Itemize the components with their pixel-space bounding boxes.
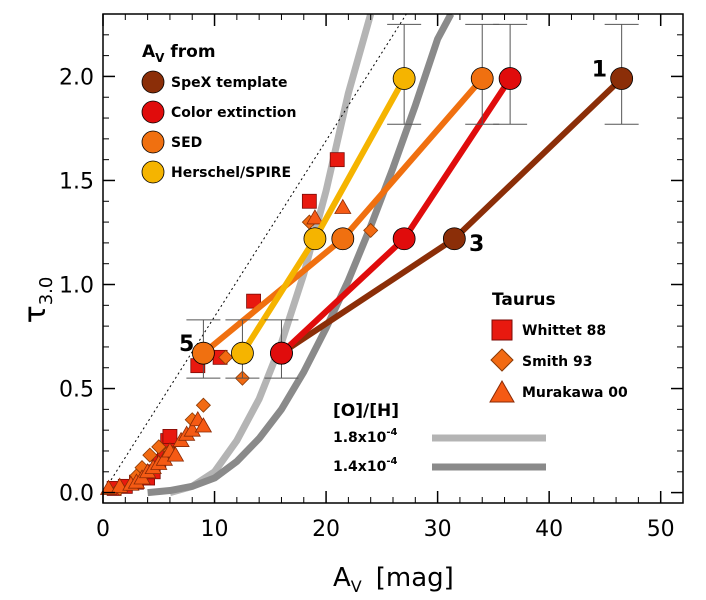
legend-av-marker-spex [141, 70, 165, 94]
legend-av-title: AV from [142, 42, 216, 65]
series-point [231, 341, 254, 365]
y-tick-label: 0.5 [59, 378, 94, 403]
smith-point [195, 397, 211, 413]
axis-ticks: 0 10 20 30 40 50 0.0 0.5 1.0 1.5 2.0 [59, 14, 684, 542]
series-point [610, 67, 634, 90]
whittet-point [162, 429, 178, 444]
y-tick-label: 0.0 [59, 482, 94, 507]
y-tick-label: 1.0 [59, 274, 94, 299]
smith-point [363, 222, 379, 238]
legend-taurus-title: Taurus [492, 290, 556, 310]
murakawa-point [194, 417, 213, 433]
legend-av-marker-color [141, 100, 165, 124]
series-point [270, 341, 293, 365]
annotation-3: 3 [469, 232, 484, 257]
series-point [392, 227, 416, 251]
legend-taurus-marker-smith [490, 348, 514, 372]
legend-taurus-label-whittet: Whittet 88 [522, 323, 606, 339]
legend-taurus-label-murakawa: Murakawa 00 [522, 385, 628, 401]
series-point [392, 67, 416, 90]
series-point [331, 227, 355, 251]
x-tick-label: 10 [201, 517, 229, 542]
series-points [191, 67, 634, 365]
series-point [303, 227, 327, 251]
x-tick-label: 20 [312, 517, 340, 542]
legend-av-marker-herschel [141, 160, 165, 184]
legend-av-label-herschel: Herschel/SPIRE [171, 165, 291, 181]
y-axis-title-sub: 3.0 [36, 277, 57, 306]
murakawa-point [306, 209, 324, 225]
x-axis-title-main: A [333, 563, 351, 593]
legend-oh: [O]/[H] 1.8x10-4 1.4x10-4 [333, 401, 546, 475]
legend-oh-label-14: 1.4x10-4 [333, 456, 397, 475]
murakawa-point [155, 450, 174, 466]
y-tick-label: 1.5 [59, 169, 94, 194]
legend-taurus-marker-whittet [491, 319, 513, 341]
model-curves [147, 14, 455, 497]
whittet-point [301, 193, 317, 209]
series-point [470, 67, 494, 90]
x-tick-label: 0 [96, 517, 110, 542]
legend-av-label-sed: SED [171, 135, 202, 151]
whittet-point [329, 152, 345, 168]
series-point [498, 67, 522, 90]
taurus-points [99, 152, 379, 496]
legend-oh-label-18-exp: -4 [386, 427, 397, 438]
x-tick-label: 30 [424, 517, 452, 542]
y-tick-label: 2.0 [59, 65, 94, 90]
series-point [442, 227, 466, 251]
series-point [191, 341, 215, 365]
smith-point [142, 447, 158, 463]
x-axis-title: AV [mag] [333, 563, 454, 596]
model-curve [147, 14, 455, 497]
annotation-1: 1 [592, 57, 607, 82]
x-tick-label: 40 [535, 517, 563, 542]
legend-av-title-sub: V [155, 51, 165, 65]
murakawa-point [166, 446, 185, 462]
legend-av-marker-sed [141, 130, 165, 154]
legend-taurus-marker-murakawa [489, 379, 515, 403]
legend-oh-label-18-base: 1.8x10 [333, 430, 387, 446]
x-tick-label: 50 [647, 517, 675, 542]
y-axis-title: τ3.0 [18, 277, 57, 324]
legend-oh-label-14-exp: -4 [386, 456, 397, 467]
annotations: 1 3 5 [179, 57, 607, 357]
legend-av-label-color: Color extinction [171, 105, 296, 121]
legend-oh-title: [O]/[H] [333, 401, 399, 421]
murakawa-point [334, 198, 352, 214]
legend-av-title-suffix: from [164, 42, 215, 62]
legend-av-label-spex: SpeX template [171, 75, 288, 91]
legend-oh-label-14-base: 1.4x10 [333, 459, 387, 475]
legend-taurus: Taurus Whittet 88 Smith 93 Murakawa 00 [489, 290, 628, 403]
annotation-5: 5 [179, 332, 194, 357]
smith-point [151, 439, 167, 455]
x-axis-title-sub: V [351, 577, 362, 596]
legend-oh-label-18: 1.8x10-4 [333, 427, 397, 446]
legend-av: AV from SpeX template Color extinction S… [141, 42, 296, 184]
legend-taurus-label-smith: Smith 93 [522, 354, 593, 370]
smith-point [218, 349, 234, 365]
y-axis-title-main: τ [18, 305, 53, 323]
legend-av-title-main: A [142, 42, 156, 62]
murakawa-point [183, 421, 201, 437]
x-axis-title-unit: [mag] [376, 563, 454, 593]
